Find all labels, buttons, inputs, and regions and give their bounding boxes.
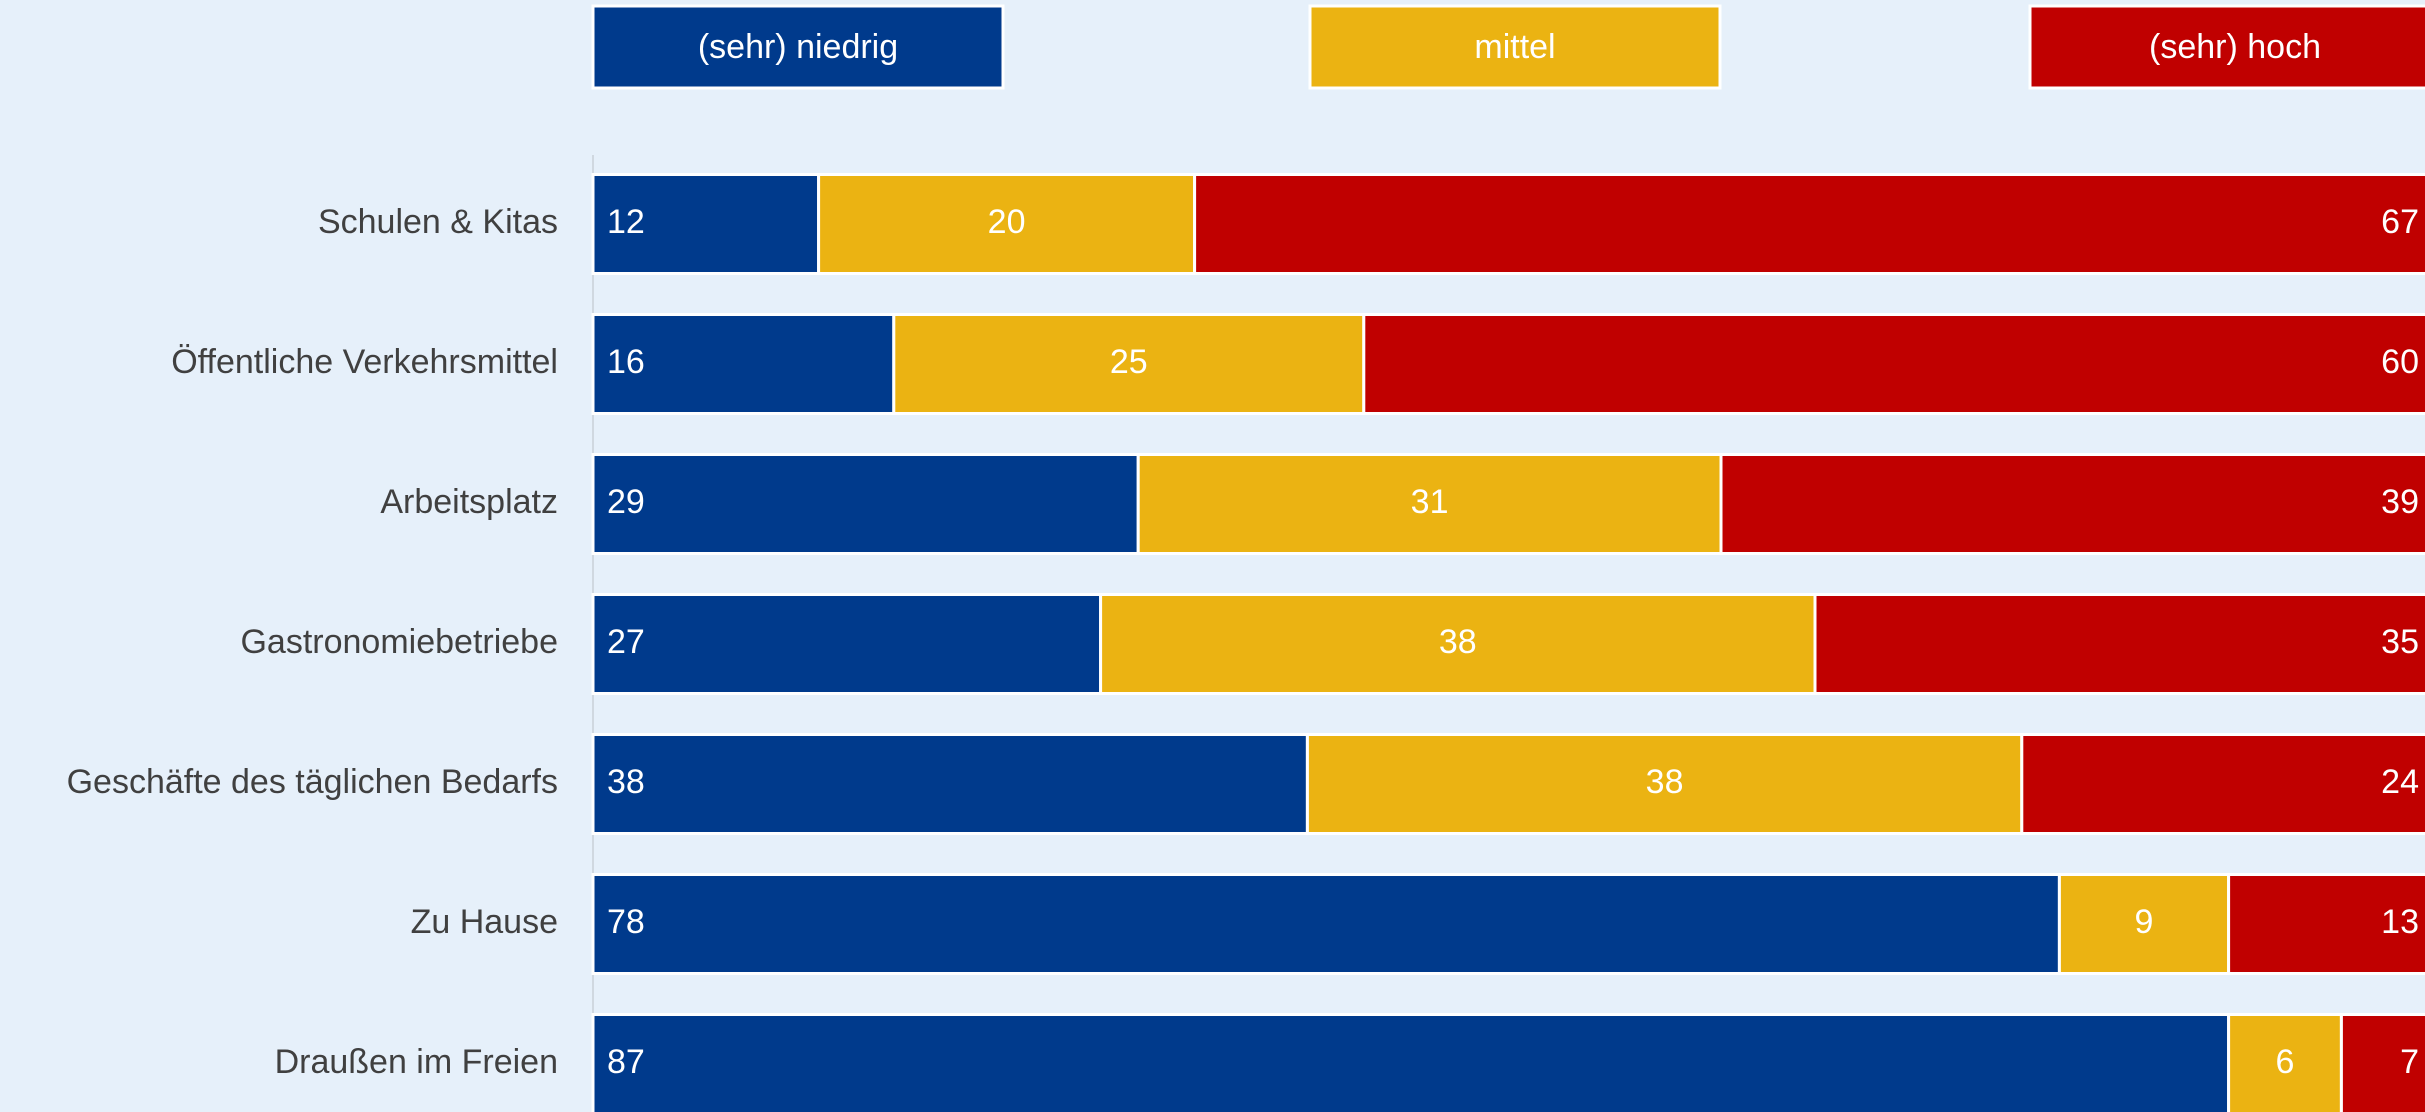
bar-segment [591,733,1309,835]
bar-segment [1719,453,2425,555]
bar-segment [1813,593,2425,695]
value-label: 67 [2381,203,2419,241]
value-label: 38 [1646,763,1684,801]
value-label: 39 [2381,483,2419,521]
value-label: 87 [607,1043,645,1081]
value-label: 38 [1439,623,1477,661]
value-label: 6 [2276,1043,2295,1081]
legend-label: (sehr) niedrig [698,28,898,66]
value-label: 16 [607,343,645,381]
y-tick-label: Arbeitsplatz [380,483,558,521]
value-label: 78 [607,903,645,941]
bar-segment [892,313,1366,415]
value-label: 20 [988,203,1026,241]
y-tick-label: Schulen & Kitas [318,203,558,241]
legend-swatch [2028,4,2425,90]
value-label: 12 [607,203,645,241]
value-label: 38 [607,763,645,801]
y-tick-label: Öffentliche Verkehrsmittel [171,343,558,381]
bar-segment [2227,873,2425,975]
bar-segment [591,453,1140,555]
legend-label: (sehr) hoch [2149,28,2321,66]
value-label: 60 [2381,343,2419,381]
bar-segment [1136,453,1723,555]
value-label: 13 [2381,903,2419,941]
legend-swatch [1308,4,1722,90]
value-label: 29 [607,483,645,521]
y-tick-label: Geschäfte des täglichen Bedarfs [67,763,558,801]
y-tick-label: Zu Hause [411,903,558,941]
bar-segment [2227,1013,2343,1112]
bar-segment [1193,173,2425,275]
value-label: 31 [1411,483,1449,521]
value-label: 27 [607,623,645,661]
bar-segment [591,593,1103,695]
legend-swatch [591,4,1005,90]
value-label: 9 [2135,903,2154,941]
bar-segment [2339,1013,2425,1112]
bar-segment [591,1013,2231,1112]
bar-segment [1362,313,2425,415]
y-tick-label: Gastronomiebetriebe [240,623,558,661]
bar-segment [1099,593,1817,695]
value-label: 24 [2381,763,2419,801]
bar-segment [1305,733,2024,835]
value-label: 7 [2400,1043,2419,1081]
value-label: 35 [2381,623,2419,661]
bar-segment [2020,733,2425,835]
value-label: 25 [1110,343,1148,381]
legend-label: mittel [1474,28,1555,66]
y-tick-label: Draußen im Freien [275,1043,558,1081]
bar-segment [591,873,2061,975]
